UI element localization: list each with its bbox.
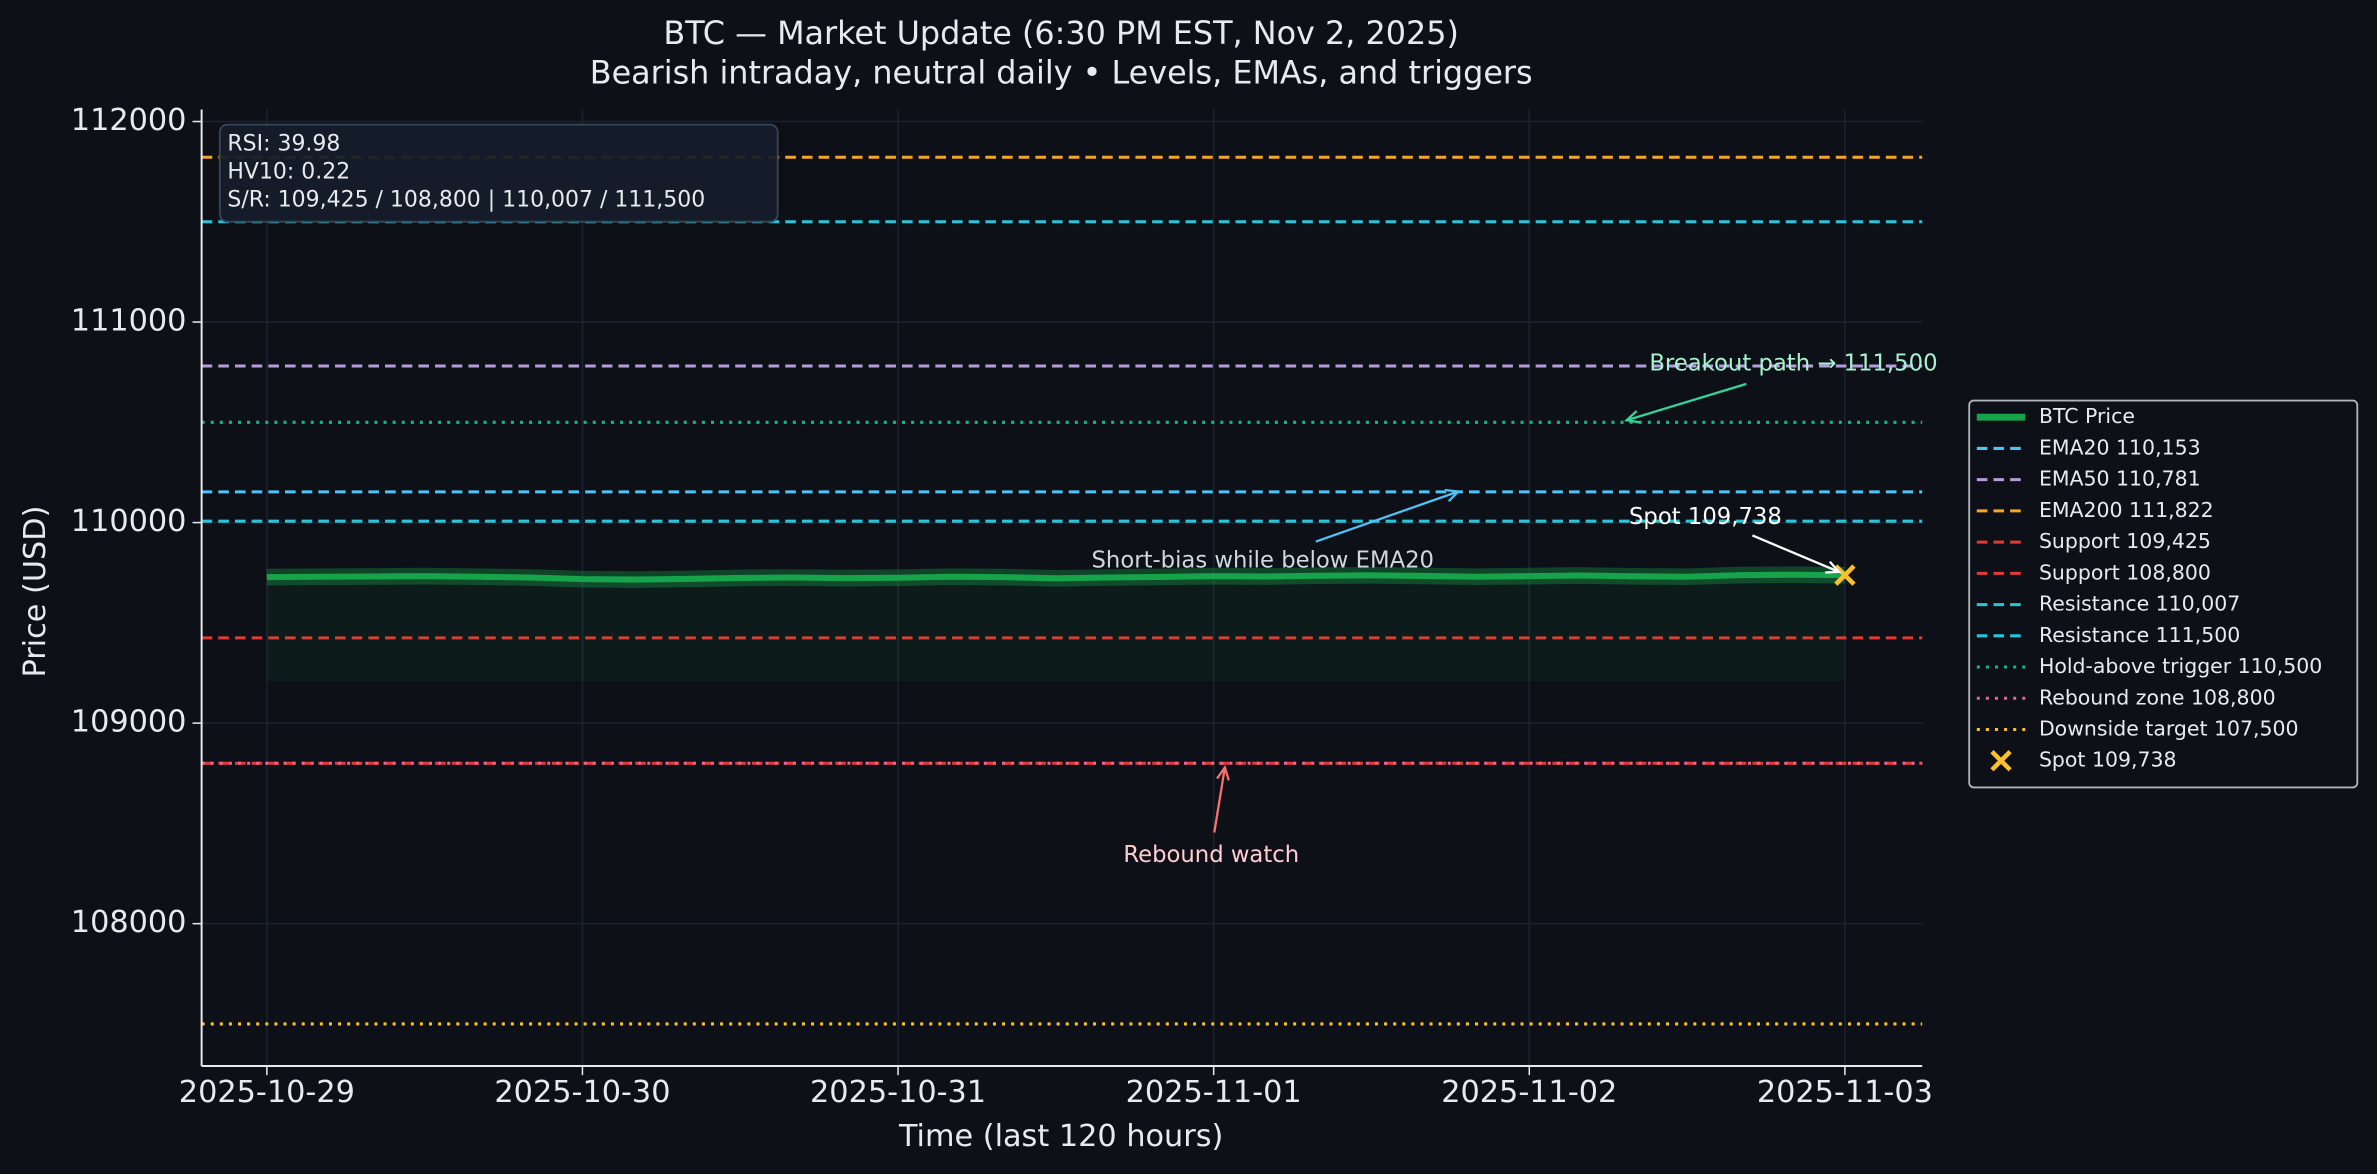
annotation-text: Short-bias while below EMA20 <box>1092 548 1435 574</box>
legend-label: EMA200 111,822 <box>2039 498 2214 522</box>
y-axis-label: Price (USD) <box>18 506 53 678</box>
y-tick-label: 109000 <box>71 705 187 740</box>
info-text: RSI: 39.98 <box>227 131 340 156</box>
y-tick-label: 108000 <box>71 905 187 940</box>
x-tick-label: 2025-11-03 <box>1757 1075 1933 1110</box>
annotation-arrowhead <box>1216 764 1230 781</box>
y-tick-label: 111000 <box>71 304 187 339</box>
annotation-arrowhead <box>1444 488 1461 502</box>
x-tick-label: 2025-11-02 <box>1441 1075 1617 1110</box>
annotation-text: Spot 109,738 <box>1629 504 1782 530</box>
annotation-arrow <box>1751 534 1840 573</box>
legend-label: Downside target 107,500 <box>2039 716 2299 740</box>
legend-label: EMA50 110,781 <box>2039 467 2201 491</box>
legend-label: Rebound zone 108,800 <box>2039 685 2276 709</box>
price-area <box>266 574 1845 682</box>
annotation-arrowhead <box>1825 560 1842 574</box>
annotation-text: Breakout path → 111,500 <box>1649 351 1937 377</box>
x-tick-label: 2025-10-29 <box>179 1075 355 1110</box>
info-text: HV10: 0.22 <box>227 159 350 184</box>
info-box <box>218 123 779 223</box>
spot-marker <box>1834 564 1856 586</box>
info-text: S/R: 109,425 / 108,800 | 110,007 / 111,5… <box>227 187 705 212</box>
annotation-arrow <box>1626 382 1747 422</box>
legend-label: Support 108,800 <box>2039 560 2211 584</box>
price-line <box>266 571 1845 583</box>
legend-label: Hold-above trigger 110,500 <box>2039 654 2322 678</box>
x-axis-label: Time (last 120 hours) <box>898 1119 1223 1154</box>
legend-label: Resistance 111,500 <box>2039 623 2240 647</box>
annotation-text: Rebound watch <box>1123 842 1299 868</box>
legend-box <box>1968 399 2359 789</box>
legend-swatch <box>1990 750 2012 772</box>
legend-label: EMA20 110,153 <box>2039 435 2201 459</box>
y-tick-label: 112000 <box>71 103 187 138</box>
legend-label: BTC Price <box>2039 404 2135 428</box>
legend-label: Resistance 110,007 <box>2039 592 2240 616</box>
y-tick-label: 110000 <box>71 504 187 539</box>
chart-title: BTC — Market Update (6:30 PM EST, Nov 2,… <box>663 14 1459 52</box>
annotation-arrowhead <box>1624 410 1641 424</box>
x-tick-label: 2025-11-01 <box>1126 1075 1302 1110</box>
x-tick-label: 2025-10-30 <box>494 1075 670 1110</box>
legend-label: Support 109,425 <box>2039 529 2211 553</box>
x-tick-label: 2025-10-31 <box>810 1075 986 1110</box>
annotation-arrow <box>1213 767 1227 833</box>
legend-label: Spot 109,738 <box>2039 748 2177 772</box>
chart-subtitle: Bearish intraday, neutral daily • Levels… <box>590 54 1533 92</box>
annotation-arrow <box>1315 490 1459 543</box>
